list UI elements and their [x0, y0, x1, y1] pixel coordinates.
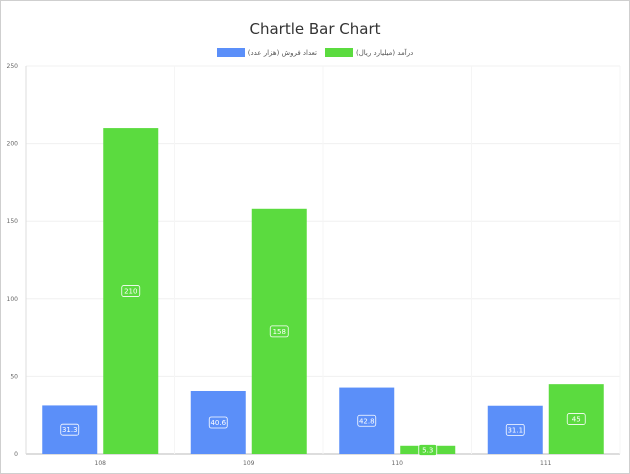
data-label-series-1-111: 31.1	[507, 426, 523, 434]
x-tick-label-108: 108	[95, 460, 107, 467]
legend-label-series-1: تعداد فروش (هزار عدد)	[247, 48, 317, 57]
data-label-box-series-2	[121, 285, 141, 297]
data-label-series-2-110: 5.3	[422, 447, 433, 455]
y-tick-label: 150	[7, 218, 19, 225]
y-tick-label: 250	[7, 63, 19, 70]
legend-swatch-series-1	[216, 48, 245, 57]
x-tick-label-109: 109	[243, 460, 255, 467]
data-label-box-series-2	[566, 413, 586, 425]
chart-legend: تعداد فروش (هزار عدد) درآمد (میلیارد ریا…	[0, 48, 630, 57]
data-label-series-1-110: 42.8	[359, 417, 375, 425]
data-label-series-1-108: 31.3	[62, 426, 78, 434]
data-label-box-series-1	[357, 414, 377, 427]
y-tick-label: 50	[10, 373, 18, 380]
data-label-box-series-1	[505, 423, 525, 436]
legend-item-series-2[interactable]: درآمد (میلیارد ریال)	[324, 48, 414, 57]
legend-swatch-series-2	[324, 48, 353, 57]
y-tick-label: 200	[7, 141, 19, 148]
x-tick-label-111: 111	[540, 460, 552, 467]
y-tick-label: 0	[14, 451, 18, 458]
y-tick-label: 100	[7, 296, 19, 303]
legend-item-series-1[interactable]: تعداد فروش (هزار عدد)	[216, 48, 317, 57]
x-tick-label-110: 110	[392, 460, 404, 467]
data-label-series-1-109: 40.6	[210, 419, 226, 427]
data-label-box-series-1	[208, 416, 228, 429]
legend-label-series-2: درآمد (میلیارد ریال)	[355, 48, 414, 57]
data-label-series-2-111: 45	[572, 416, 581, 424]
data-label-series-2-109: 158	[273, 328, 286, 336]
data-label-series-2-108: 210	[124, 288, 137, 296]
data-label-box-series-2	[269, 325, 289, 338]
data-label-box-series-1	[60, 423, 80, 436]
data-label-box-series-2	[418, 444, 438, 456]
chart-title: Chartle Bar Chart	[249, 20, 381, 38]
